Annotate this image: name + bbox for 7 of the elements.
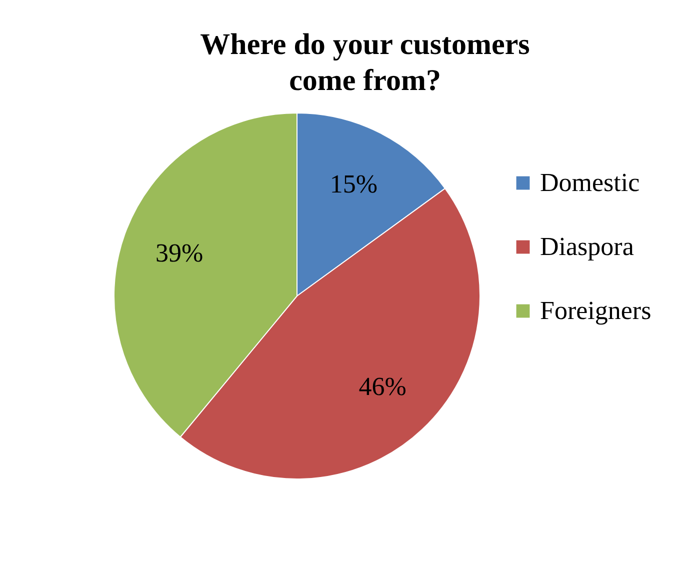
data-label: 15%	[330, 170, 378, 199]
legend-label: Diaspora	[540, 232, 634, 261]
data-label: 39%	[156, 238, 204, 268]
legend-label: Domestic	[540, 168, 640, 197]
data-label: 46%	[358, 372, 406, 402]
chart-title: Where do your customers come from?	[200, 28, 530, 97]
legend-label: Foreigners	[540, 296, 652, 325]
